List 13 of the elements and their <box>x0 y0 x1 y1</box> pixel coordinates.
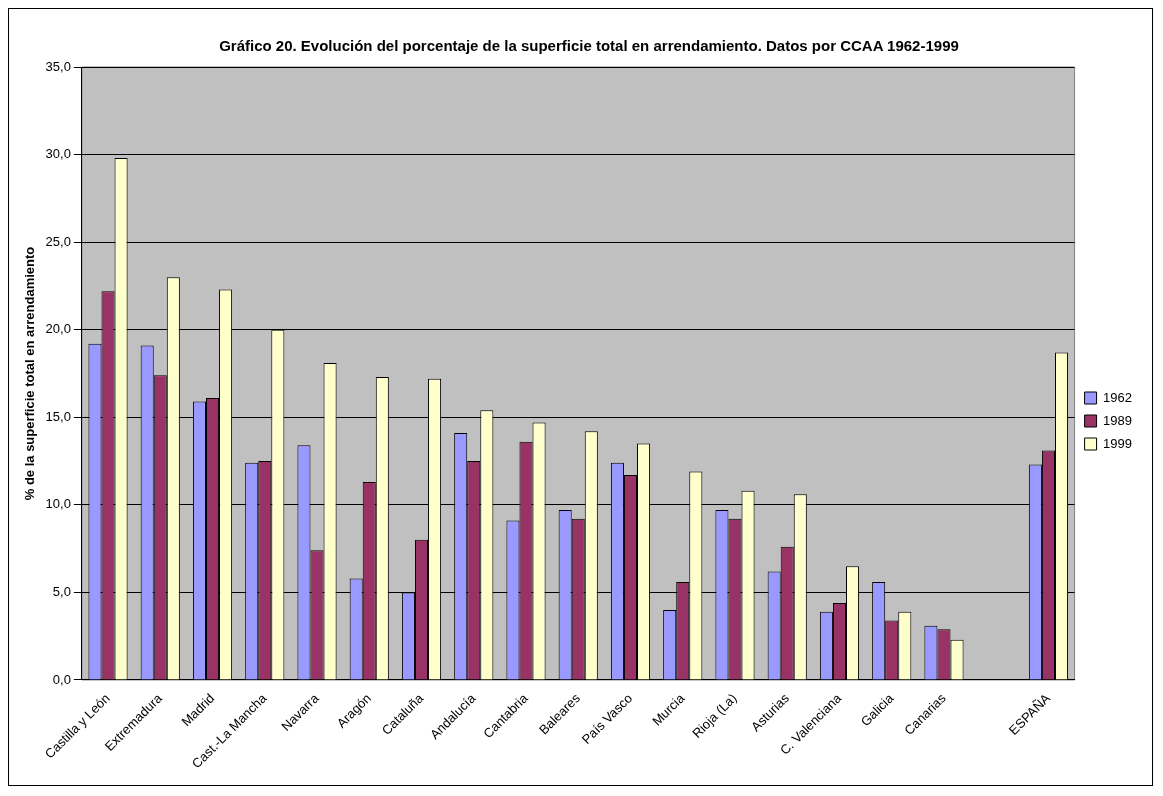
y-tick-label: 30,0 <box>45 146 71 162</box>
y-tick-label: 20,0 <box>45 321 71 337</box>
chart-title: Gráfico 20. Evolución del porcentaje de la superficie total en arrendamiento. Datos por CCAA 1962-1999 <box>218 36 960 56</box>
y-tick-label: 0,0 <box>52 671 71 687</box>
y-tick-label: 35,0 <box>45 58 71 74</box>
legend-label: 1962 <box>1103 389 1132 405</box>
y-axis-title: % de la superficie total en arrendamiento <box>22 246 38 501</box>
y-tick-label: 5,0 <box>52 583 71 599</box>
y-tick-label: 10,0 <box>45 496 71 512</box>
legend-label: 1989 <box>1103 412 1132 428</box>
y-tick-label: 15,0 <box>45 408 71 424</box>
legend-label: 1999 <box>1103 435 1132 451</box>
y-tick-label: 25,0 <box>45 233 71 249</box>
